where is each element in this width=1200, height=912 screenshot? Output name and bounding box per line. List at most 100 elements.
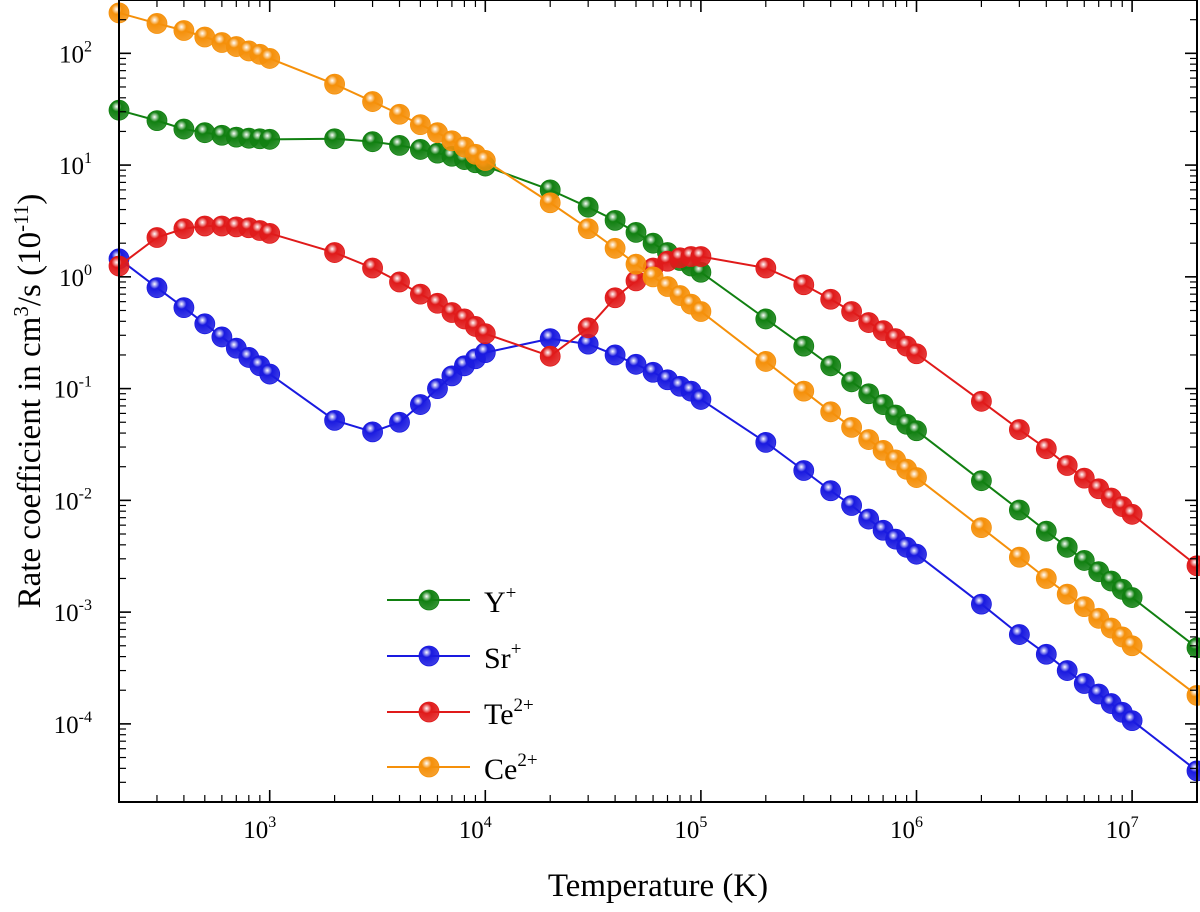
data-point (1121, 635, 1143, 657)
data-point (146, 110, 168, 132)
data-point (324, 242, 346, 263)
data-point (577, 218, 599, 240)
data-point (194, 313, 216, 335)
data-point (1121, 587, 1143, 608)
data-point (474, 323, 496, 345)
legend-marker (418, 701, 440, 723)
legend-item-te: Te2+ (387, 695, 534, 731)
legend-label: Te2+ (484, 695, 534, 731)
series-ce (108, 2, 1200, 706)
data-point (409, 394, 431, 415)
data-point (793, 460, 815, 481)
data-point (409, 139, 431, 160)
data-point (362, 91, 383, 112)
axis-tick-labels: 103 104 105 106 107 10-4 10-3 10-2 10-1 100 101 102 (54, 38, 1139, 844)
legend-marker (418, 645, 440, 667)
data-point (146, 227, 168, 248)
data-point (474, 342, 496, 363)
data-point (259, 128, 281, 150)
data-point (474, 150, 496, 171)
data-point (820, 401, 842, 423)
data-point (362, 131, 383, 153)
data-point (259, 363, 281, 385)
data-point (1035, 568, 1057, 589)
x-tick-label: 104 (459, 814, 492, 844)
x-axis-label: Temperature (K) (548, 868, 768, 904)
data-point (604, 287, 626, 309)
data-point (858, 429, 880, 450)
data-point (1121, 503, 1143, 525)
data-point (690, 389, 712, 410)
data-point (858, 508, 880, 530)
axis-ticks (118, 0, 1198, 803)
data-point (820, 480, 842, 502)
data-point (906, 467, 927, 488)
data-point (755, 257, 777, 279)
y-axis-label-part-2: /s (10 (12, 232, 48, 306)
data-point (389, 271, 410, 293)
legend: Y+ Sr+ Te2+ Ce2+ (387, 583, 538, 786)
data-point (906, 543, 927, 565)
data-point (1073, 673, 1095, 694)
data-point (1073, 467, 1095, 489)
data-point (820, 288, 842, 310)
data-point (793, 274, 815, 296)
data-point (577, 196, 599, 218)
y-axis-label-sup-1: 3 (9, 306, 33, 317)
data-point (539, 192, 561, 214)
legend-label: Sr+ (484, 639, 521, 675)
data-point (625, 353, 647, 375)
y-tick-label: 10-1 (54, 374, 92, 404)
data-point (906, 343, 927, 365)
data-point (755, 351, 777, 372)
x-tick-label: 103 (243, 814, 276, 844)
y-tick-label: 10-4 (54, 709, 92, 739)
data-point (146, 277, 168, 299)
y-axis-label: Rate coefficient in cm3/s (10-11) (9, 194, 48, 609)
data-point (173, 218, 195, 240)
data-point (427, 378, 448, 400)
data-point (1073, 596, 1095, 618)
data-point (1035, 643, 1057, 665)
y-tick-label: 10-2 (54, 485, 92, 515)
x-tick-label: 106 (890, 814, 923, 844)
data-point (604, 237, 626, 259)
data-point (1008, 499, 1030, 521)
data-point (389, 134, 410, 156)
data-point (971, 390, 992, 412)
data-point (539, 328, 561, 350)
data-point (1056, 583, 1078, 605)
data-point (642, 266, 664, 288)
legend-item-sr: Sr+ (387, 639, 521, 675)
data-point (173, 20, 195, 41)
plot-frame (118, 0, 1198, 803)
data-point (1008, 624, 1030, 645)
legend-label: Ce2+ (484, 750, 538, 786)
data-point (1035, 520, 1057, 542)
data-point (820, 355, 842, 377)
y-tick-label: 10-3 (54, 597, 92, 627)
y-tick-label: 101 (59, 150, 92, 180)
x-tick-label: 107 (1106, 814, 1139, 844)
data-point (625, 253, 647, 275)
data-point (971, 470, 992, 492)
data-point (755, 308, 777, 330)
data-point (389, 411, 410, 433)
data-point (690, 246, 712, 267)
data-point (259, 48, 281, 69)
data-point (1008, 546, 1030, 568)
series-te (108, 215, 1200, 577)
data-point (971, 593, 992, 615)
data-point (793, 335, 815, 357)
data-point (841, 416, 862, 438)
data-point (906, 420, 927, 442)
data-point (362, 257, 383, 279)
x-tick-label: 105 (674, 814, 707, 844)
data-point (324, 409, 346, 431)
data-point (324, 73, 346, 95)
data-point (841, 301, 862, 322)
data-point (1056, 455, 1078, 476)
data-point (841, 495, 862, 516)
data-point (841, 371, 862, 393)
